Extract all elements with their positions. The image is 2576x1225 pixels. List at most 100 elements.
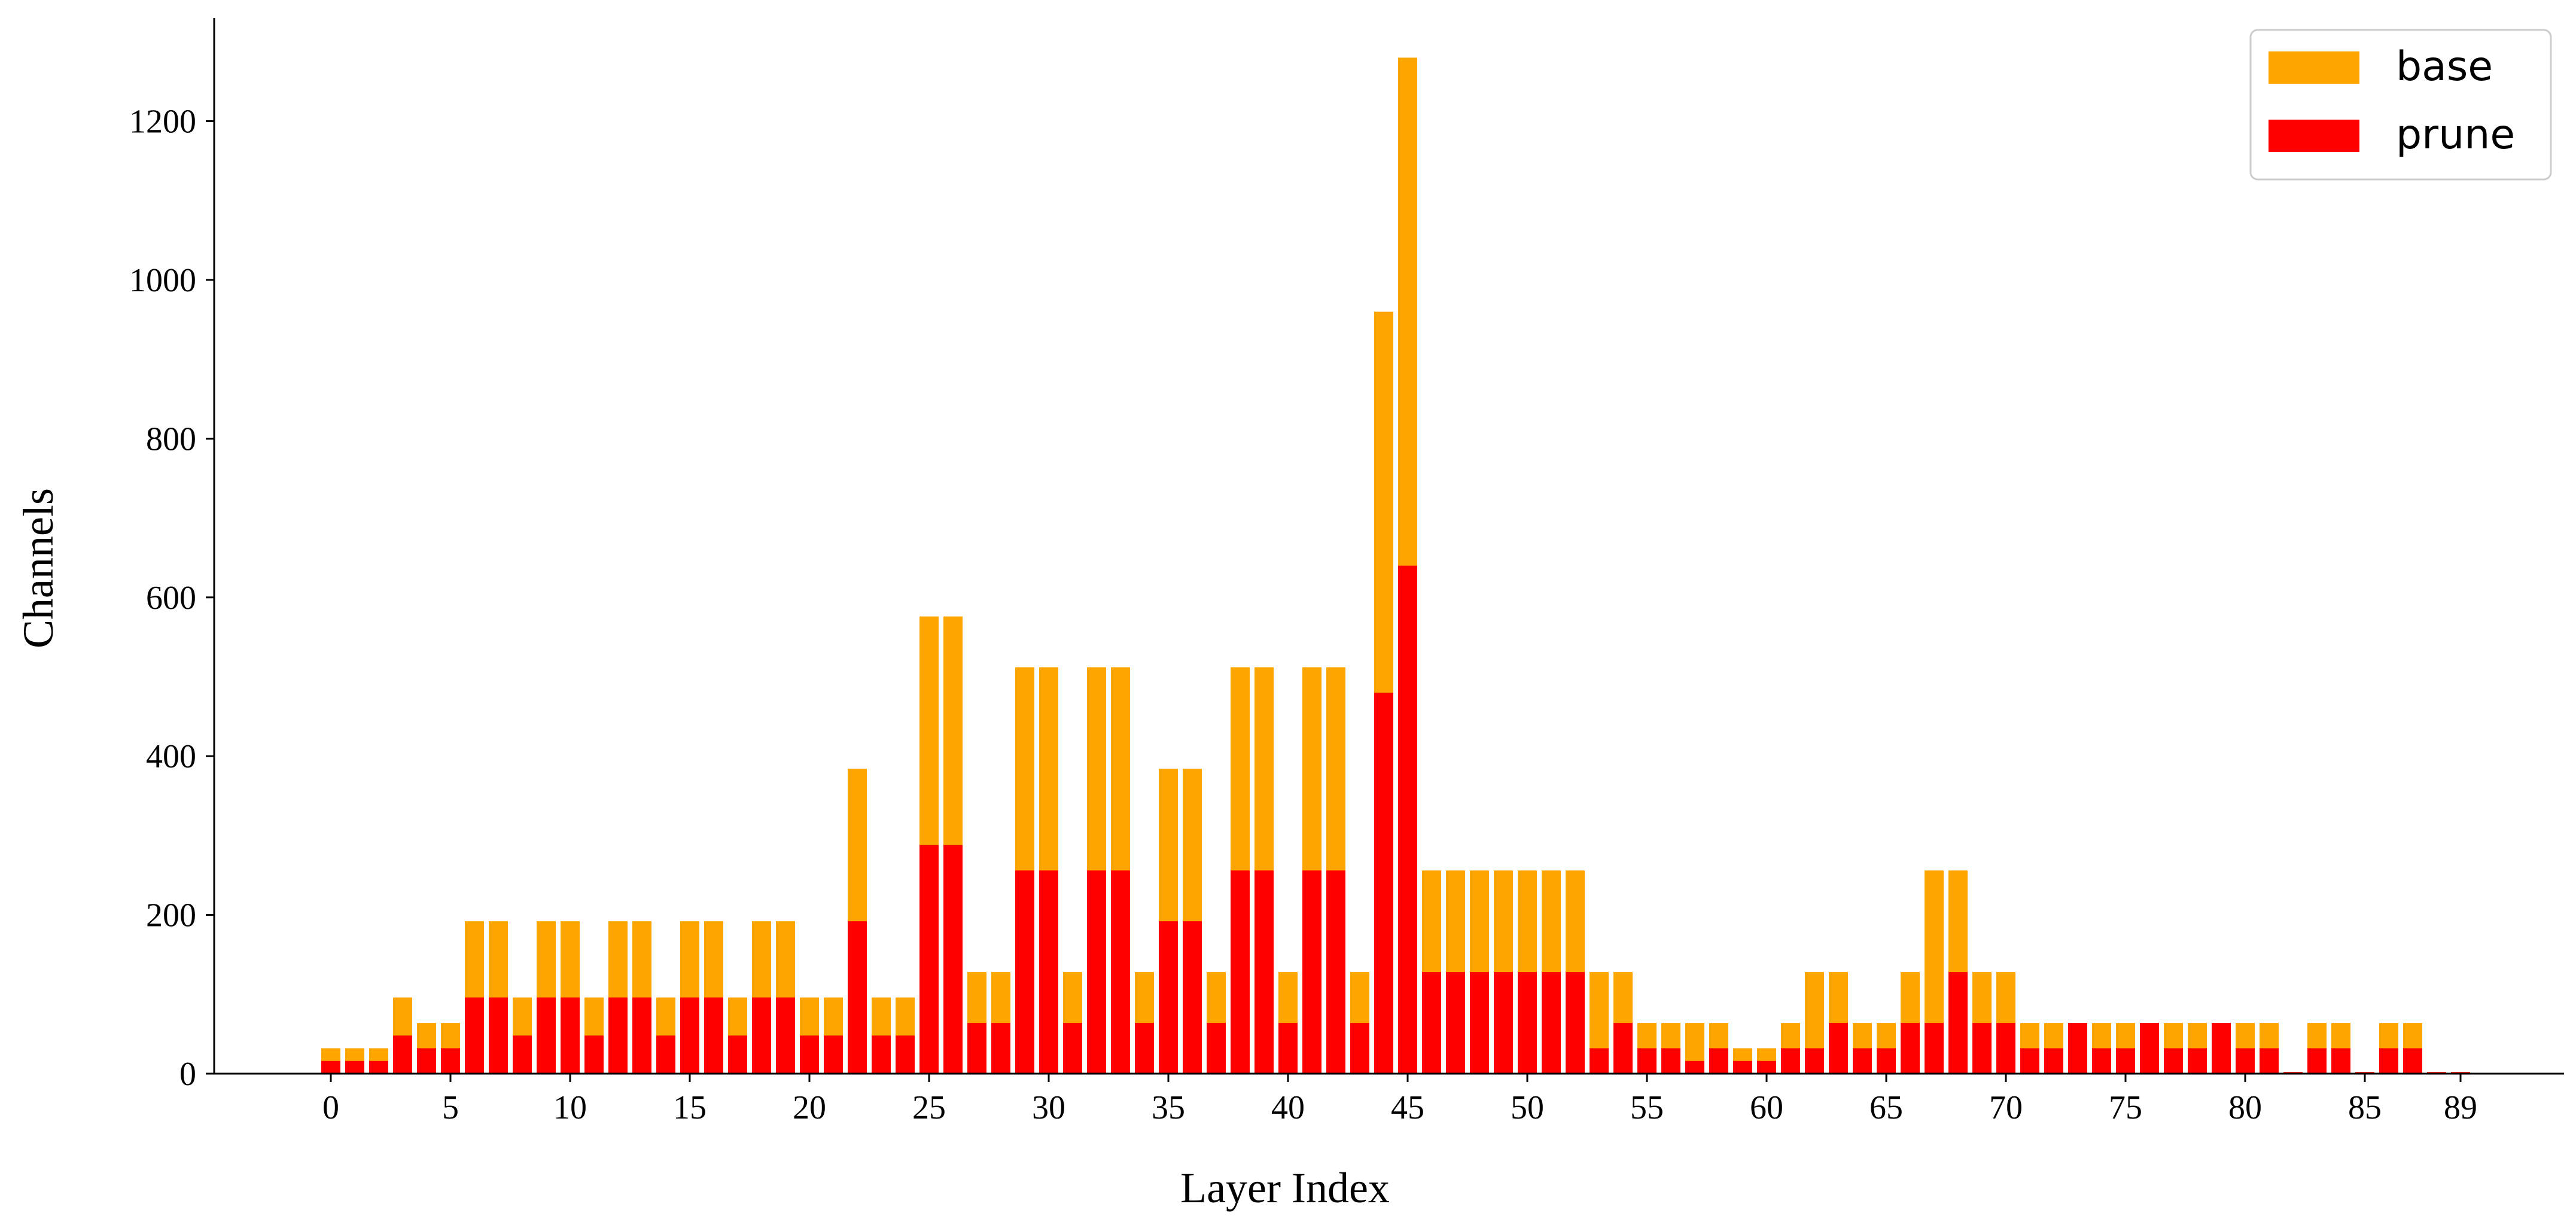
- x-axis-label: Layer Index: [1180, 1164, 1390, 1212]
- bar-prune-47: [1446, 972, 1465, 1074]
- bar-prune-41: [1302, 870, 1322, 1074]
- bar-prune-31: [1063, 1023, 1082, 1074]
- bar-prune-21: [824, 1035, 843, 1074]
- x-tick-label: 10: [553, 1089, 587, 1126]
- bar-prune-30: [1039, 870, 1058, 1074]
- bar-prune-16: [704, 997, 723, 1074]
- y-tick-label: 800: [146, 420, 196, 458]
- x-tick-label: 45: [1391, 1089, 1424, 1126]
- bar-prune-28: [991, 1023, 1010, 1074]
- bar-prune-8: [513, 1035, 532, 1074]
- x-tick-label: 80: [2228, 1089, 2262, 1126]
- x-tick-label: 40: [1271, 1089, 1305, 1126]
- x-tick-label: 20: [793, 1089, 826, 1126]
- legend-swatch-prune: [2269, 120, 2359, 152]
- bar-prune-44: [1374, 693, 1393, 1074]
- bar-prune-36: [1183, 921, 1202, 1074]
- bar-prune-17: [728, 1035, 747, 1074]
- bar-prune-15: [680, 997, 699, 1074]
- bar-prune-10: [561, 997, 580, 1074]
- bar-prune-7: [489, 997, 508, 1074]
- legend-swatch-base: [2269, 51, 2359, 84]
- y-tick-label: 0: [179, 1056, 196, 1093]
- x-tick-label: 75: [2109, 1089, 2142, 1126]
- bar-prune-25: [919, 845, 939, 1074]
- bar-prune-69: [1972, 1023, 1992, 1074]
- bar-prune-77: [2164, 1048, 2183, 1074]
- bar-prune-35: [1159, 921, 1178, 1074]
- x-tick-label: 85: [2348, 1089, 2382, 1126]
- bar-prune-3: [393, 1035, 412, 1074]
- bar-prune-56: [1661, 1048, 1680, 1074]
- bar-prune-61: [1781, 1048, 1800, 1074]
- bar-prune-58: [1709, 1048, 1728, 1074]
- bar-prune-29: [1015, 870, 1034, 1074]
- bar-prune-57: [1685, 1061, 1704, 1074]
- bar-prune-27: [967, 1023, 986, 1074]
- x-tick-label: 65: [1869, 1089, 1903, 1126]
- x-tick-label: 0: [322, 1089, 339, 1126]
- bar-prune-6: [465, 997, 484, 1074]
- x-tick-label: 5: [442, 1089, 459, 1126]
- bar-prune-5: [441, 1048, 460, 1074]
- bar-prune-62: [1805, 1048, 1824, 1074]
- bar-prune-83: [2307, 1048, 2327, 1074]
- bar-prune-68: [1948, 972, 1968, 1074]
- legend-label-base: base: [2396, 43, 2493, 90]
- bar-prune-33: [1111, 870, 1130, 1074]
- bar-prune-75: [2116, 1048, 2135, 1074]
- bar-prune-54: [1613, 1023, 1633, 1074]
- x-tick-label: 55: [1630, 1089, 1664, 1126]
- bar-prune-12: [608, 997, 628, 1074]
- bar-prune-78: [2188, 1048, 2207, 1074]
- y-tick-label: 400: [146, 738, 196, 775]
- bar-prune-19: [776, 997, 795, 1074]
- bar-prune-87: [2403, 1048, 2422, 1074]
- bar-prune-60: [1757, 1061, 1776, 1074]
- bar-prune-43: [1350, 1023, 1369, 1074]
- y-axis-label: Channels: [14, 488, 62, 648]
- x-tick-label: 25: [912, 1089, 946, 1126]
- bar-prune-34: [1135, 1023, 1154, 1074]
- bar-prune-79: [2212, 1023, 2231, 1074]
- bar-prune-13: [632, 997, 651, 1074]
- bar-prune-66: [1901, 1023, 1920, 1074]
- bar-prune-32: [1087, 870, 1106, 1074]
- legend-label-prune: prune: [2396, 111, 2515, 159]
- bar-prune-50: [1518, 972, 1537, 1074]
- x-tick-label: 35: [1152, 1089, 1185, 1126]
- y-tick-label: 1000: [129, 262, 196, 299]
- bar-prune-80: [2236, 1048, 2255, 1074]
- bar-prune-38: [1231, 870, 1250, 1074]
- bar-prune-71: [2020, 1048, 2039, 1074]
- bar-prune-24: [896, 1035, 915, 1074]
- base-bars: [321, 57, 2470, 1074]
- prune-bars: [321, 565, 2470, 1074]
- bar-prune-70: [1996, 1023, 2015, 1074]
- legend: base prune: [2249, 29, 2552, 181]
- bar-prune-1: [345, 1061, 364, 1074]
- bar-prune-63: [1829, 1023, 1848, 1074]
- bar-prune-65: [1877, 1048, 1896, 1074]
- bar-prune-72: [2044, 1048, 2063, 1074]
- x-tick-label: 89: [2444, 1089, 2477, 1126]
- bar-prune-49: [1494, 972, 1513, 1074]
- bar-prune-20: [800, 1035, 819, 1074]
- bar-prune-42: [1326, 870, 1345, 1074]
- y-tick-label: 200: [146, 897, 196, 934]
- x-tick-label: 30: [1032, 1089, 1065, 1126]
- bar-prune-45: [1398, 565, 1417, 1074]
- x-ticks: 0 5 10 15 20 25 30 35 40 45 50 55 60 65 70 75 80 85 89: [322, 1074, 2477, 1126]
- x-tick-label: 15: [673, 1089, 707, 1126]
- bar-prune-55: [1637, 1048, 1657, 1074]
- bar-prune-39: [1254, 870, 1274, 1074]
- bar-prune-11: [584, 1035, 604, 1074]
- y-tick-label: 1200: [129, 103, 196, 141]
- bar-prune-84: [2331, 1048, 2350, 1074]
- x-tick-label: 60: [1750, 1089, 1783, 1126]
- bar-prune-52: [1566, 972, 1585, 1074]
- bar-prune-4: [417, 1048, 436, 1074]
- bar-prune-74: [2092, 1048, 2111, 1074]
- x-tick-label: 50: [1511, 1089, 1544, 1126]
- bar-prune-23: [872, 1035, 891, 1074]
